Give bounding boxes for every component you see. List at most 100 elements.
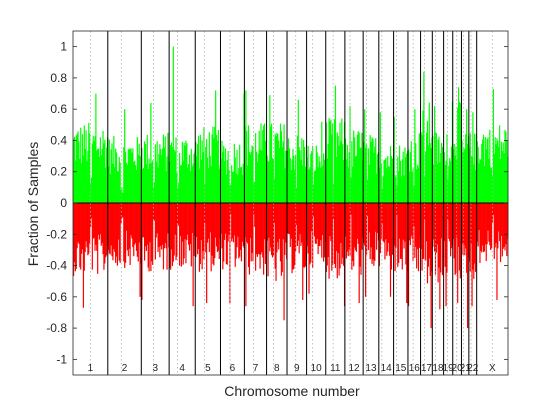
- loss-bar-chr-10: [317, 203, 319, 255]
- loss-bar-chr-1: [89, 203, 92, 227]
- loss-bar-chr-9: [301, 203, 303, 243]
- gain-bar-chr-17: [426, 120, 429, 203]
- gain-bar-chr-7: [255, 151, 258, 203]
- gain-bar-chr-12: [346, 144, 348, 203]
- gain-bar-chr-13: [369, 135, 371, 203]
- loss-bar-chr-1: [86, 203, 88, 248]
- gain-bar-chr-12: [358, 132, 360, 203]
- loss-bar-chr-12: [350, 203, 352, 215]
- loss-bar-chr-16: [411, 203, 413, 239]
- gain-bar-chr-2: [125, 151, 127, 203]
- loss-bar-chr-1: [101, 203, 103, 244]
- loss-bar-chr-9: [299, 203, 301, 235]
- loss-bars: [73, 203, 509, 329]
- loss-bar-chr-15: [398, 203, 401, 239]
- gain-bar-chr-7: [251, 145, 253, 203]
- gain-bar-chr-1: [73, 138, 75, 203]
- gain-bar-chr-11: [333, 184, 335, 203]
- loss-bar-chr-15: [400, 203, 402, 259]
- loss-bar-chr-1: [94, 203, 96, 251]
- loss-bar-chr-4: [169, 203, 171, 269]
- loss-bar-chr-X: [483, 203, 486, 252]
- loss-bar-chr-4: [171, 203, 174, 267]
- gain-bar-chr-2: [128, 148, 130, 203]
- gain-bar-chr-6: [224, 148, 227, 203]
- loss-bar-chr-1: [75, 203, 77, 269]
- gain-bar-chr-6: [221, 140, 223, 203]
- gain-bar-chr-13: [366, 179, 369, 203]
- loss-bar-chr-20: [457, 203, 460, 247]
- loss-bar-chr-12: [361, 203, 363, 250]
- gain-bar-chr-8: [281, 147, 283, 203]
- gain-bar-chr-8: [279, 147, 281, 203]
- gain-bar-chr-10: [316, 152, 318, 203]
- loss-bar-chr-17: [430, 203, 432, 329]
- loss-bar-chr-20: [459, 203, 461, 279]
- gain-bar-chr-13: [375, 138, 377, 203]
- gain-bar-chr-17: [430, 147, 432, 203]
- loss-bar-chr-3: [155, 203, 157, 238]
- gain-bar-chr-13: [374, 146, 376, 203]
- loss-bar-chr-5: [212, 203, 214, 264]
- loss-bar-chr-13: [366, 203, 369, 216]
- loss-bar-chr-X: [480, 203, 482, 251]
- loss-bar-chr-1: [105, 203, 107, 258]
- gain-bar-chr-7: [247, 125, 250, 203]
- gain-bar-chr-X: [477, 147, 479, 203]
- gain-bar-chr-4: [190, 148, 192, 203]
- gain-bar-chr-12: [349, 106, 351, 203]
- loss-bar-chr-1: [88, 203, 90, 254]
- gain-bar-chr-2: [118, 157, 120, 203]
- loss-bar-chr-4: [173, 203, 175, 256]
- loss-bar-chr-10: [323, 203, 325, 262]
- gain-bar-chr-11: [330, 119, 332, 203]
- gain-bar-chr-3: [154, 144, 156, 203]
- gain-bar-chr-7: [254, 181, 256, 203]
- gain-bar-chr-14: [389, 146, 392, 203]
- loss-bar-chr-X: [495, 203, 497, 244]
- loss-bar-chr-13: [369, 203, 371, 260]
- gain-bar-chr-15: [402, 151, 404, 203]
- gain-bar-chr-12: [352, 166, 354, 203]
- loss-bar-chr-7: [262, 203, 264, 258]
- loss-bar-chr-6: [242, 203, 244, 247]
- loss-bar-chr-20: [457, 203, 459, 304]
- loss-bar-chr-X: [506, 203, 508, 257]
- loss-bar-chr-X: [479, 203, 481, 264]
- gain-bar-chr-8: [285, 150, 287, 203]
- gain-bar-chr-10: [306, 157, 308, 203]
- loss-bar-chr-14: [388, 203, 390, 244]
- gain-bar-chr-17: [421, 135, 423, 203]
- gain-bar-chr-4: [183, 142, 185, 203]
- loss-bar-chr-13: [375, 203, 377, 232]
- loss-bar-chr-3: [166, 203, 168, 270]
- gain-bar-chr-6: [234, 157, 236, 203]
- loss-bar-chr-4: [182, 203, 184, 265]
- loss-bar-chr-8: [277, 203, 279, 243]
- gain-bar-chr-10: [320, 167, 322, 203]
- gain-bar-chr-11: [342, 144, 344, 203]
- gain-bar-chr-10: [310, 153, 312, 203]
- gain-bar-chr-12: [350, 177, 352, 203]
- gain-bar-chr-3: [161, 155, 163, 203]
- loss-bar-chr-8: [283, 203, 285, 321]
- gain-bar-chr-6: [237, 174, 239, 203]
- loss-bar-chr-X: [492, 203, 494, 215]
- loss-bar-chr-2: [115, 203, 117, 263]
- loss-bar-chr-5: [202, 203, 204, 252]
- chromosome-label-21: 21: [460, 363, 472, 374]
- loss-bar-chr-5: [216, 203, 219, 253]
- gain-bar-chr-7: [260, 123, 262, 203]
- loss-bar-chr-X: [491, 203, 493, 249]
- gain-bar-chr-12: [354, 156, 357, 203]
- loss-bar-chr-19: [445, 203, 447, 307]
- loss-bar-chr-12: [345, 203, 347, 259]
- loss-bar-chr-4: [179, 203, 182, 237]
- gain-bar-chr-7: [263, 125, 265, 203]
- gain-bar-chr-13: [363, 142, 365, 203]
- loss-bar-chr-6: [237, 203, 239, 237]
- gain-bar-chr-5: [213, 138, 215, 203]
- loss-bar-chr-11: [339, 203, 341, 269]
- loss-bar-chr-6: [233, 203, 235, 236]
- gain-bar-chr-21: [465, 134, 467, 203]
